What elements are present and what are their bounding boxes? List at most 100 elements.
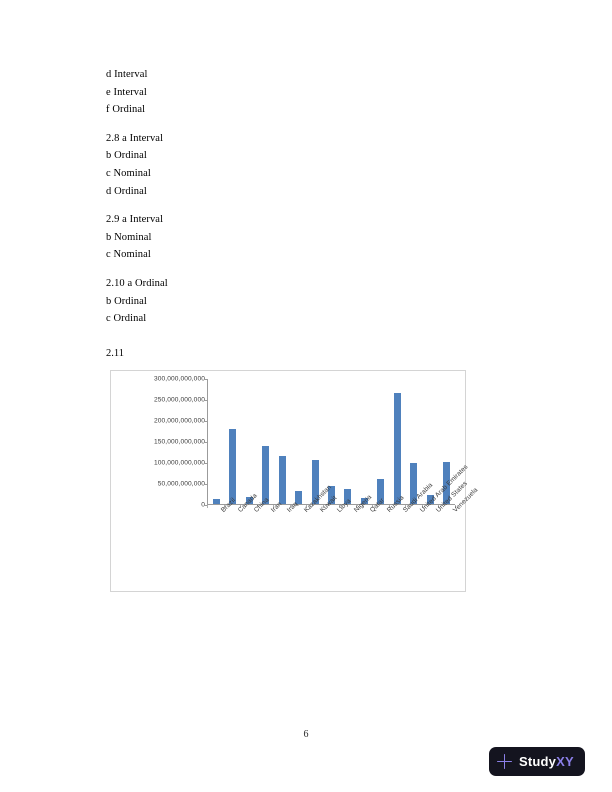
bar-slot	[274, 379, 290, 504]
plot-area	[204, 379, 456, 508]
studyxy-watermark: Study XY	[489, 747, 585, 776]
watermark-name-accent: XY	[556, 754, 574, 769]
answers-block: d Interval e Interval f Ordinal 2.8 a Inter…	[106, 66, 486, 339]
x-axis-tick-label: Nigeria	[353, 494, 373, 514]
x-axis-tick-label: United Arab Emirates	[419, 463, 470, 514]
bar-slot	[257, 379, 273, 504]
bar-slot	[356, 379, 372, 504]
x-axis-tick-label: Iran	[269, 500, 284, 514]
bar-series	[208, 379, 455, 504]
y-axis-tick	[204, 505, 207, 506]
page-number: 6	[303, 729, 309, 740]
y-axis-tick-label: 50,000,000,000	[157, 480, 205, 488]
x-axis-tick	[438, 505, 440, 508]
bar	[229, 429, 237, 504]
x-axis-tick-label: Libya	[336, 497, 353, 514]
bar	[360, 497, 368, 504]
figure-label: 2.11	[106, 348, 124, 359]
bar-slot	[208, 379, 224, 504]
bar	[344, 488, 352, 504]
x-axis-tick-label: Brazil	[220, 496, 238, 514]
bar-slot	[224, 379, 240, 504]
y-axis-tick	[204, 379, 207, 380]
y-axis-tick-label: 250,000,000,000	[153, 396, 205, 404]
chart-container: 300,000,000,000 250,000,000,000 200,000,00…	[110, 370, 480, 592]
x-axis-tick-label: China	[253, 496, 271, 514]
answer-spacer	[106, 264, 486, 275]
bar-chart: 300,000,000,000 250,000,000,000 200,000,00…	[111, 371, 480, 591]
x-axis-tick	[223, 505, 225, 508]
y-axis-tick-label: 150,000,000,000	[153, 438, 205, 446]
bar-slot	[290, 379, 306, 504]
x-axis-tick-label: Venezuela	[451, 486, 480, 514]
y-axis-tick-label: 300,000,000,000	[153, 375, 205, 383]
answer-line: d Interval	[106, 69, 148, 80]
bar-slot	[439, 379, 455, 504]
answer-line: b Nominal	[106, 231, 152, 243]
y-axis-tick	[204, 484, 207, 485]
bar	[393, 392, 401, 504]
bar-slot	[340, 379, 356, 504]
answer-line: b Ordinal	[106, 150, 147, 162]
x-axis-tick-label: Qatar	[369, 496, 387, 514]
x-axis-tick-label: United States	[435, 480, 470, 514]
y-axis-line	[207, 379, 208, 505]
x-axis-tick	[240, 505, 242, 508]
x-axis-tick-label: Saudi Arabia	[402, 481, 435, 514]
bar	[410, 462, 418, 504]
answer-line: c Nominal	[106, 167, 151, 179]
answer-line: 2.9 a Interval	[106, 214, 164, 226]
answer-line: d Ordinal	[106, 185, 147, 197]
x-axis-tick-label: Russia	[386, 494, 406, 514]
bar-slot	[373, 379, 389, 504]
bar	[377, 478, 385, 504]
answer-spacer	[106, 119, 486, 130]
bar-slot	[323, 379, 339, 504]
bar	[295, 491, 303, 504]
bar	[443, 462, 451, 504]
bar	[245, 497, 253, 504]
y-axis-tick-label: 100,000,000,000	[153, 459, 205, 467]
y-axis-tick	[204, 400, 207, 401]
answer-spacer	[106, 328, 486, 339]
y-axis-tick	[204, 463, 207, 464]
bar	[426, 495, 434, 504]
x-axis-tick	[372, 505, 374, 508]
answer-line: f Ordinal	[106, 104, 146, 116]
answer-spacer	[106, 200, 486, 211]
plus-icon	[497, 754, 512, 769]
x-axis-tick-label: Iraq	[286, 500, 300, 514]
answer-line: c Ordinal	[106, 313, 147, 325]
y-axis-tick	[204, 442, 207, 443]
x-axis-tick-label: Kazakhstan	[303, 484, 333, 514]
bar	[212, 498, 220, 504]
bar-slot	[422, 379, 438, 504]
x-axis-tick	[207, 505, 208, 508]
x-axis-tick	[322, 505, 324, 508]
answer-line: 2.10 a Ordinal	[106, 277, 168, 289]
bar	[262, 446, 270, 504]
x-axis-tick	[355, 505, 357, 508]
watermark-label: Study XY	[519, 754, 574, 769]
y-axis-tick-label: 0	[201, 502, 205, 509]
x-axis-tick	[421, 505, 423, 508]
x-axis-tick	[306, 505, 308, 508]
answer-line: e Interval	[106, 86, 147, 98]
x-axis-labels: BrazilCanadaChinaIranIraqKazakhstanKuwai…	[208, 463, 480, 577]
x-axis-tick	[256, 505, 258, 508]
bar	[311, 460, 319, 504]
bar-slot	[406, 379, 422, 504]
x-axis-tick	[289, 505, 291, 508]
y-axis-tick	[204, 421, 207, 422]
x-axis-line	[207, 504, 455, 505]
x-axis-tick-label: Canada	[237, 492, 259, 514]
x-axis-tick	[455, 505, 456, 508]
bar-slot	[241, 379, 257, 504]
bar	[278, 455, 286, 504]
watermark-name-primary: Study	[519, 754, 557, 769]
y-axis-tick-label: 200,000,000,000	[153, 417, 205, 425]
bar-slot	[389, 379, 405, 504]
answer-line: b Ordinal	[106, 295, 147, 307]
x-axis-tick-label: Kuwait	[319, 495, 338, 514]
answer-line: 2.8 a Interval	[106, 132, 164, 144]
